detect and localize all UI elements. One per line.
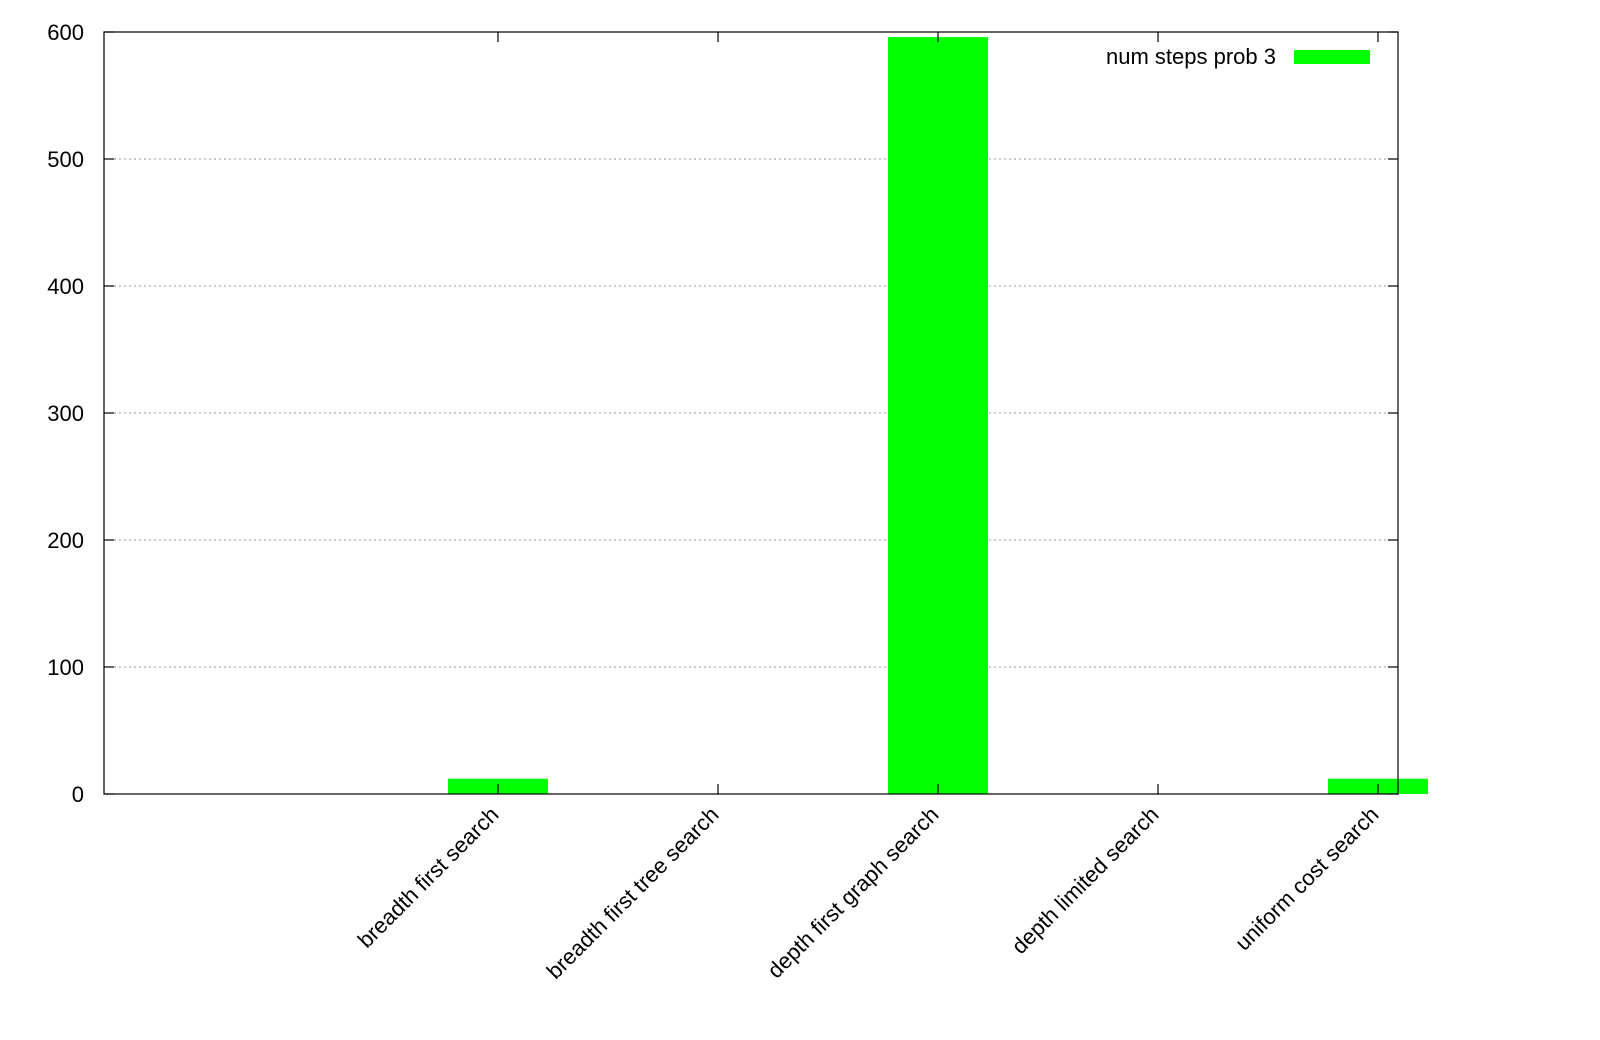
y-tick-label: 200: [47, 528, 84, 553]
x-tick-label: depth first graph search: [762, 802, 943, 983]
x-tick-label: uniform cost search: [1230, 802, 1383, 955]
y-tick-label: 500: [47, 147, 84, 172]
y-tick-label: 400: [47, 274, 84, 299]
plot-frame: [103, 31, 1399, 795]
bars: [448, 37, 1428, 794]
x-tick-label: breadth first tree search: [542, 802, 724, 984]
axis-ticks: [104, 31, 1398, 795]
y-tick-label: 300: [47, 401, 84, 426]
legend: num steps prob 3: [1106, 44, 1370, 69]
x-axis-tick-labels: breadth first search breadth first tree s…: [353, 802, 1384, 984]
legend-swatch: [1294, 50, 1370, 64]
x-tick-label: breadth first search: [353, 802, 504, 953]
bar: [888, 37, 988, 794]
x-tick-label: depth limited search: [1007, 802, 1164, 959]
grid-lines: [104, 158, 1398, 668]
y-tick-label: 600: [47, 20, 84, 45]
y-tick-label: 0: [72, 782, 84, 807]
y-tick-label: 100: [47, 655, 84, 680]
legend-label: num steps prob 3: [1106, 44, 1276, 69]
y-axis-tick-labels: 0 100 200 300 400 500 600: [47, 20, 84, 807]
